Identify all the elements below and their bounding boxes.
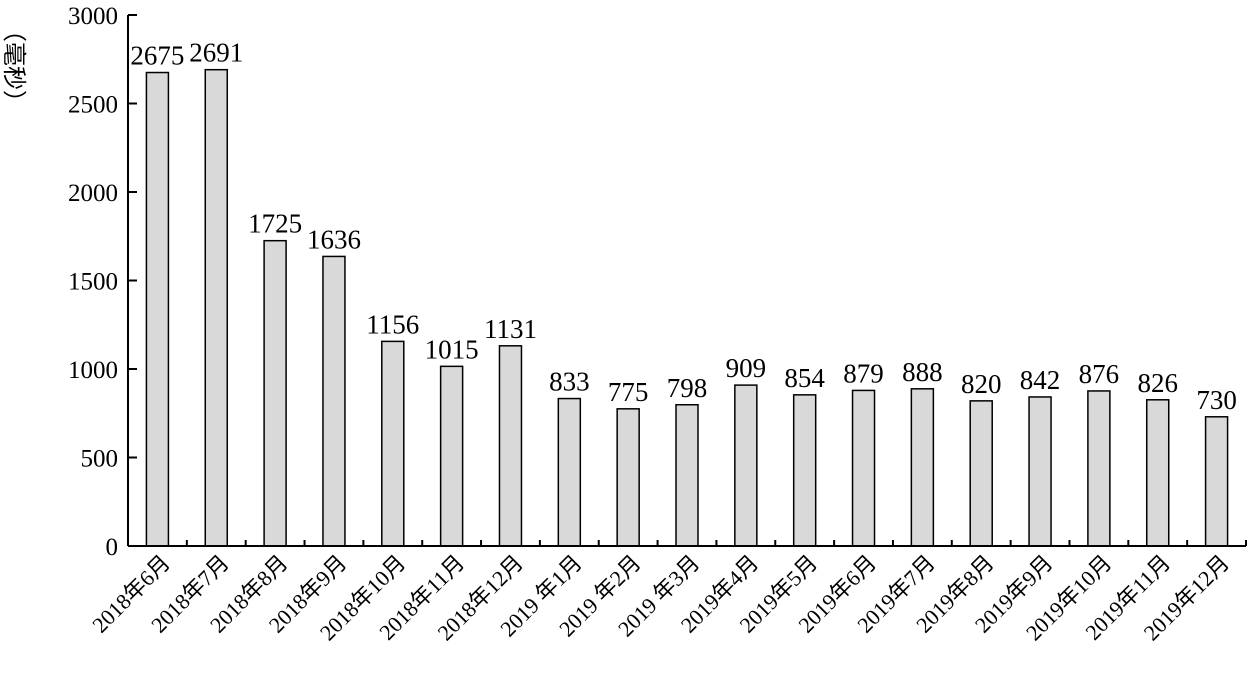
bar-value-label: 888 [902,357,943,387]
bar-value-label: 1636 [307,224,361,254]
y-tick-label: 0 [106,534,119,561]
bar [1087,390,1111,547]
y-axis-title: （毫秒） [0,18,28,114]
bar-value-label: 876 [1079,359,1120,389]
bars [145,68,1229,547]
bar-value-label: 775 [608,377,649,407]
y-tick-label: 500 [81,446,119,473]
bar-value-label: 909 [726,353,767,383]
bar-value-label: 820 [961,369,1002,399]
y-tick-label: 1000 [68,357,118,384]
bar [145,71,170,547]
bar-value-label: 1131 [484,314,537,344]
bar [910,388,935,547]
bar [1145,399,1170,547]
bar [498,345,523,547]
bar-value-label: 730 [1196,385,1237,415]
bar-value-label: 2691 [189,38,243,68]
bar-value-label: 798 [667,373,708,403]
bar [734,384,758,547]
bar [675,404,699,547]
y-axis-label: （毫秒） [0,18,28,114]
bar [439,365,464,547]
bar-value-label: 1156 [366,309,419,339]
bar [851,389,876,547]
bar [204,68,229,547]
bar-value-label: 879 [843,358,884,388]
y-tick-label: 2000 [68,180,118,207]
bar [792,394,817,547]
bar [1204,416,1229,547]
bar-value-label: 826 [1137,368,1178,398]
bar [557,397,582,547]
bar-value-label: 833 [549,367,590,397]
y-tick-label: 3000 [68,3,118,30]
bar [263,239,287,547]
bar-value-label: 842 [1020,365,1061,395]
bar [1028,396,1052,547]
bar-value-label: 1725 [248,209,302,239]
bar [381,340,405,547]
y-tick-label: 1500 [68,269,118,296]
bar [969,400,993,547]
bar-value-label: 2675 [130,41,184,71]
y-tick-label: 2500 [68,92,118,119]
bar [322,255,346,547]
x-axis-ticks: 2018年6月2018年7月2018年8月2018年9月2018年10月2018… [87,540,1247,645]
bar-value-label: 1015 [425,334,479,364]
bar [616,408,640,547]
y-axis-ticks: 0 500 1000 1500 2000 2500 3000 [68,3,137,561]
bar-value-label: 854 [784,363,825,393]
